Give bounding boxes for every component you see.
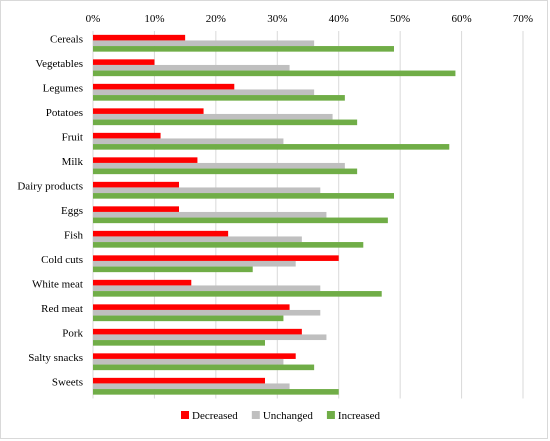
bar-decreased <box>93 34 186 41</box>
bar-decreased <box>93 181 179 188</box>
bar-decreased <box>93 108 204 114</box>
category-label: Salty snacks <box>28 352 83 364</box>
bar-increased <box>93 217 388 224</box>
bar-decreased <box>93 377 265 384</box>
bar-decreased <box>93 328 302 335</box>
bar-increased <box>93 144 450 150</box>
category-label: Cereals <box>50 33 83 45</box>
bar-decreased <box>93 304 290 310</box>
bar-increased <box>93 389 339 395</box>
legend: Decreased Unchanged Increased <box>181 410 381 422</box>
category-label: Fish <box>64 229 83 241</box>
bar-increased <box>93 168 358 175</box>
legend-swatch-increased <box>326 411 335 419</box>
bar-decreased <box>93 83 235 90</box>
bar-decreased <box>93 59 155 65</box>
bar-unchanged <box>93 236 302 243</box>
category-label: Fruit <box>62 131 83 143</box>
legend-swatch-decreased <box>181 411 189 419</box>
bar-decreased <box>93 206 179 212</box>
bar-unchanged <box>93 334 327 341</box>
x-tick-label: 50% <box>390 13 410 25</box>
legend-label: Decreased <box>192 410 238 422</box>
x-tick-label: 60% <box>451 13 471 25</box>
x-tick-label: 30% <box>267 13 287 25</box>
bars <box>93 34 456 395</box>
bar-unchanged <box>93 285 321 292</box>
bar-unchanged <box>93 113 333 120</box>
bar-unchanged <box>93 138 284 145</box>
category-label: White meat <box>32 278 83 290</box>
x-tick-label: 70% <box>513 13 533 25</box>
category-label: Vegetables <box>35 58 83 70</box>
bar-unchanged <box>93 358 284 365</box>
x-tick-label: 0% <box>86 13 101 25</box>
bar-increased <box>93 266 253 273</box>
category-label: Cold cuts <box>41 254 83 266</box>
bar-increased <box>93 242 364 248</box>
category-label: Sweets <box>52 376 83 388</box>
bar-increased <box>93 70 456 77</box>
bar-decreased <box>93 353 296 359</box>
bar-decreased <box>93 279 192 286</box>
bar-increased <box>93 95 345 101</box>
category-label: Dairy products <box>17 180 83 192</box>
x-axis-ticks: 0% 10% 20% 30% 40% 50% 60% 70% <box>86 13 533 25</box>
x-tick-label: 10% <box>144 13 164 25</box>
bar-unchanged <box>93 383 290 390</box>
legend-label: Unchanged <box>263 410 314 422</box>
bar-unchanged <box>93 64 290 71</box>
x-tick-label: 40% <box>329 13 349 25</box>
bar-increased <box>93 364 315 371</box>
bar-unchanged <box>93 187 321 194</box>
legend-label: Increased <box>338 410 381 422</box>
bar-unchanged <box>93 260 296 267</box>
bar-unchanged <box>93 309 321 316</box>
bar-decreased <box>93 230 229 237</box>
bar-decreased <box>93 157 198 163</box>
bar-increased <box>93 119 358 126</box>
category-label: Red meat <box>41 303 83 315</box>
bar-unchanged <box>93 89 315 96</box>
bar-increased <box>93 340 265 346</box>
category-labels: Cereals Vegetables Legumes Potatoes Fruit Mil… <box>17 33 83 388</box>
bar-unchanged <box>93 211 327 218</box>
legend-swatch-unchanged <box>251 411 260 419</box>
category-label: Milk <box>62 156 84 168</box>
bar-increased <box>93 315 284 322</box>
bar-increased <box>93 46 394 52</box>
category-label: Pork <box>62 327 83 339</box>
bar-unchanged <box>93 162 345 169</box>
bar-decreased <box>93 132 161 139</box>
category-label: Potatoes <box>46 107 83 119</box>
bar-increased <box>93 291 382 297</box>
bar-increased <box>93 193 394 199</box>
bar-decreased <box>93 255 339 261</box>
x-tick-label: 20% <box>206 13 226 25</box>
category-label: Eggs <box>61 205 83 217</box>
bar-unchanged <box>93 40 315 47</box>
category-label: Legumes <box>43 82 83 94</box>
